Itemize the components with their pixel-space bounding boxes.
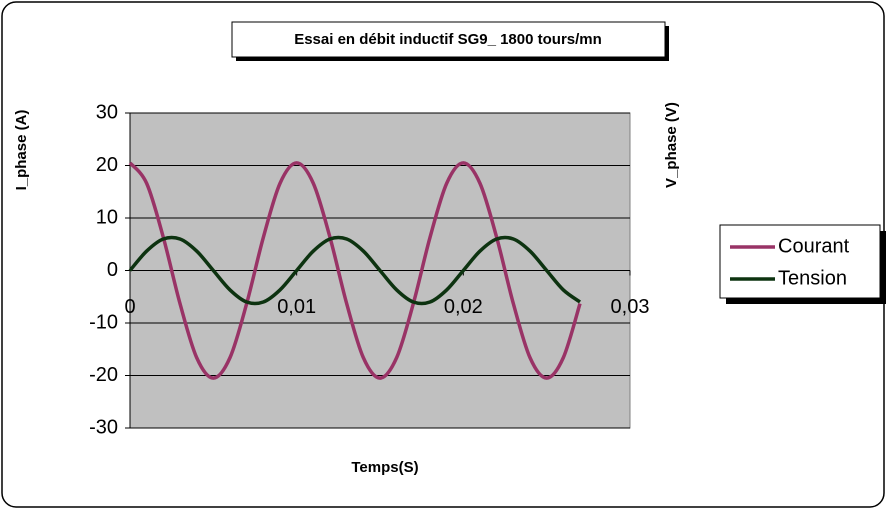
y-tick-label: 20 [96, 154, 118, 176]
chart-title: Essai en débit inductif SG9_ 1800 tours/… [294, 31, 602, 48]
legend-box [719, 224, 881, 299]
y-tick-label: 10 [96, 206, 118, 228]
y-tick-label: 30 [96, 101, 118, 123]
y-tick-label: 0 [107, 259, 118, 281]
legend-label: Courant [778, 235, 850, 257]
x-tick-label: 0,01 [277, 296, 316, 318]
y-tick-label: -30 [89, 416, 118, 438]
title-box [231, 21, 666, 58]
x-tick-label: 0,02 [444, 296, 483, 318]
x-tick-label: 0,03 [611, 296, 650, 318]
x-tick-label: 0 [124, 296, 135, 318]
y2-axis-label: V_phase (V) [663, 102, 680, 188]
y-tick-label: -20 [89, 364, 118, 386]
series-line [128, 235, 582, 306]
series-line [128, 161, 582, 380]
y-tick-label: -10 [89, 311, 118, 333]
y-axis-label: I_phase (A) [13, 110, 30, 191]
x-axis-label: Temps(S) [351, 459, 418, 476]
legend-label: Tension [778, 267, 847, 289]
